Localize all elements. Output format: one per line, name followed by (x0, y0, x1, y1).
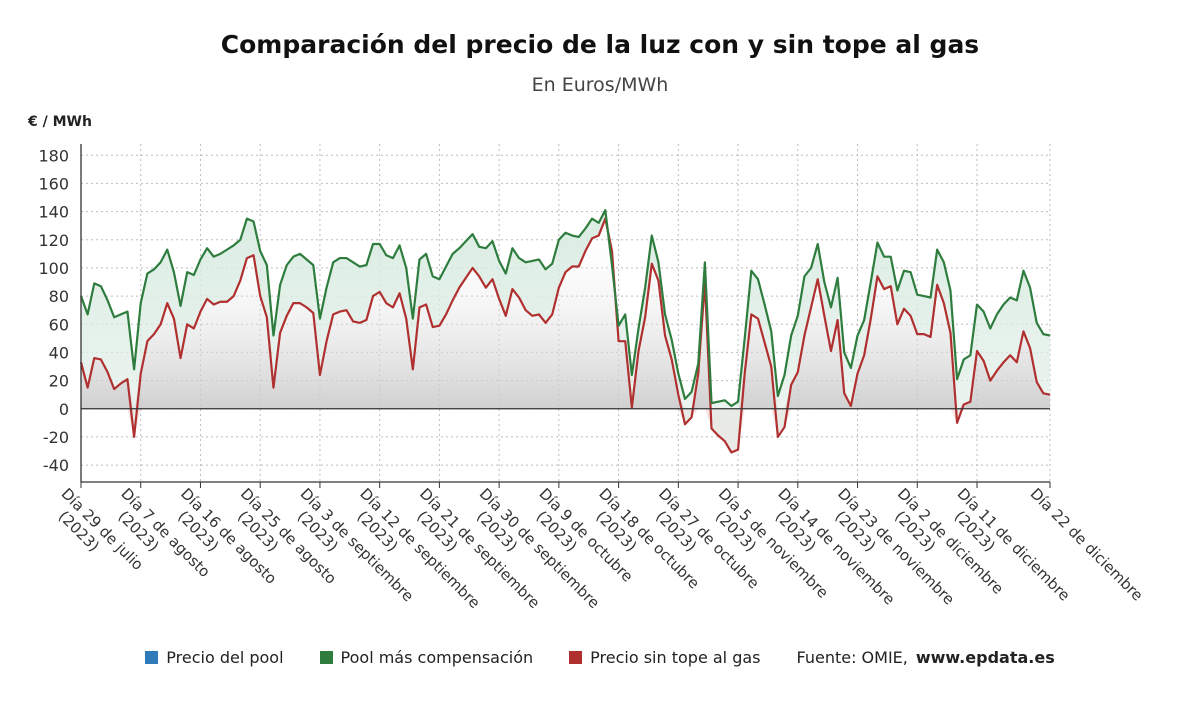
x-tick-label-line1: Día 23 de noviembre (834, 485, 958, 609)
legend-label-pool: Precio del pool (166, 648, 284, 667)
legend-item-sin-tope[interactable]: Precio sin tope al gas (569, 648, 761, 667)
axes (80, 144, 1051, 488)
legend-label-sin-tope: Precio sin tope al gas (590, 648, 761, 667)
x-tick-label-line1: Día 21 de septiembre (416, 485, 543, 612)
y-tick-label: 140 (38, 203, 69, 222)
x-tick-label-line1: Día 3 de septiembre (297, 485, 418, 606)
y-axis-label: € / MWh (28, 114, 92, 130)
series-line-compensacion (79, 209, 1051, 408)
y-tick-label: 20 (49, 372, 69, 391)
x-tick-labels: Día 29 de julio(2023) Día 7 de agosto(202… (55, 485, 1147, 612)
x-tick-label-line1: Día 12 de septiembre (356, 485, 483, 612)
chart-subtitle: En Euros/MWh (531, 74, 669, 96)
source-site[interactable]: www.epdata.es (915, 648, 1055, 667)
y-tick-label: 160 (38, 174, 69, 193)
y-tick-label: 60 (49, 315, 69, 334)
y-tick-label: -20 (43, 428, 69, 447)
series-line-sin-tope (79, 217, 1051, 454)
y-tick-label: -40 (43, 456, 69, 475)
series-lines (79, 209, 1051, 454)
chart-title: Comparación del precio de la luz con y s… (220, 30, 980, 59)
legend-swatch-pool (145, 651, 159, 664)
source-credit: Fuente: OMIE, www.epdata.es (797, 648, 1055, 667)
y-tick-label: 80 (49, 287, 69, 306)
x-tick-label-line1: Día 14 de noviembre (774, 485, 898, 609)
legend-item-pool[interactable]: Precio del pool (145, 648, 284, 667)
legend: Precio del pool Pool más compensación Pr… (0, 648, 1200, 667)
chart-canvas: -40 -20 0 20 40 60 80 100 120 140 160 180 Día 29 de… (38, 144, 1147, 612)
x-tick-label-line1: Día 30 de septiembre (476, 485, 603, 612)
y-tick-label: 0 (59, 400, 69, 419)
legend-swatch-sin-tope (569, 651, 583, 664)
y-tick-label: 120 (38, 231, 69, 250)
area-sin-tope-negative (81, 408, 1050, 453)
y-tick-label: 180 (38, 146, 69, 165)
legend-swatch-compensacion (319, 651, 333, 664)
area-fills (81, 210, 1050, 453)
y-tick-label: 40 (49, 343, 69, 362)
y-tick-label: 100 (38, 259, 69, 278)
legend-item-compensacion[interactable]: Pool más compensación (319, 648, 534, 667)
source-prefix: Fuente: OMIE, (796, 648, 908, 667)
legend-label-compensacion: Pool más compensación (340, 648, 534, 667)
y-tick-labels: -40 -20 0 20 40 60 80 100 120 140 160 180 (38, 146, 69, 475)
